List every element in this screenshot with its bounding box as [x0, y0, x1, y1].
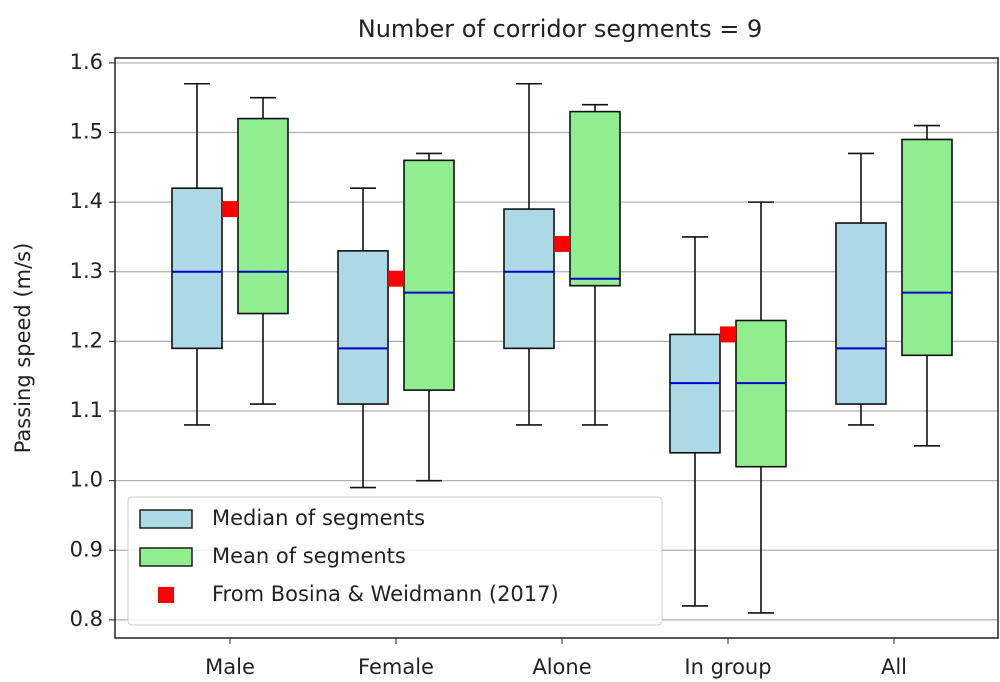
x-tick-label: In group	[684, 655, 771, 679]
reference-marker	[388, 270, 404, 287]
y-tick-label: 1.6	[70, 50, 103, 74]
box	[669, 333, 721, 454]
box	[901, 138, 953, 357]
box	[835, 222, 887, 405]
box	[171, 187, 223, 350]
y-tick-label: 0.9	[70, 537, 103, 561]
reference-marker	[720, 326, 736, 343]
x-tick-label: All	[881, 655, 907, 679]
box	[735, 319, 787, 468]
plot-frame	[114, 57, 999, 639]
y-axis-label: Passing speed (m/s)	[11, 243, 35, 454]
box	[237, 117, 289, 315]
x-tick-label: Alone	[532, 655, 591, 679]
chart-title: Number of corridor segments = 9	[358, 15, 762, 43]
y-tick-label: 1.2	[70, 328, 103, 352]
reference-marker	[554, 235, 570, 252]
box	[337, 250, 389, 405]
legend-swatch	[139, 509, 193, 529]
y-tick-label: 1.0	[70, 468, 103, 492]
legend-label: Mean of segments	[212, 544, 406, 568]
box	[569, 110, 621, 287]
legend-label: Median of segments	[212, 506, 425, 530]
box	[403, 159, 455, 391]
x-tick-label: Male	[205, 655, 255, 679]
legend-label: From Bosina & Weidmann (2017)	[212, 582, 559, 606]
x-tick-label: Female	[358, 655, 434, 679]
legend-swatch	[158, 587, 174, 603]
reference-marker	[222, 201, 238, 218]
box	[503, 208, 555, 350]
y-tick-label: 1.5	[70, 120, 103, 144]
legend-box	[127, 496, 663, 626]
y-tick-label: 1.4	[70, 189, 103, 213]
y-tick-label: 1.3	[70, 259, 103, 283]
legend-swatch	[139, 547, 193, 567]
y-tick-label: 1.1	[70, 398, 103, 422]
y-tick-label: 0.8	[70, 607, 103, 631]
